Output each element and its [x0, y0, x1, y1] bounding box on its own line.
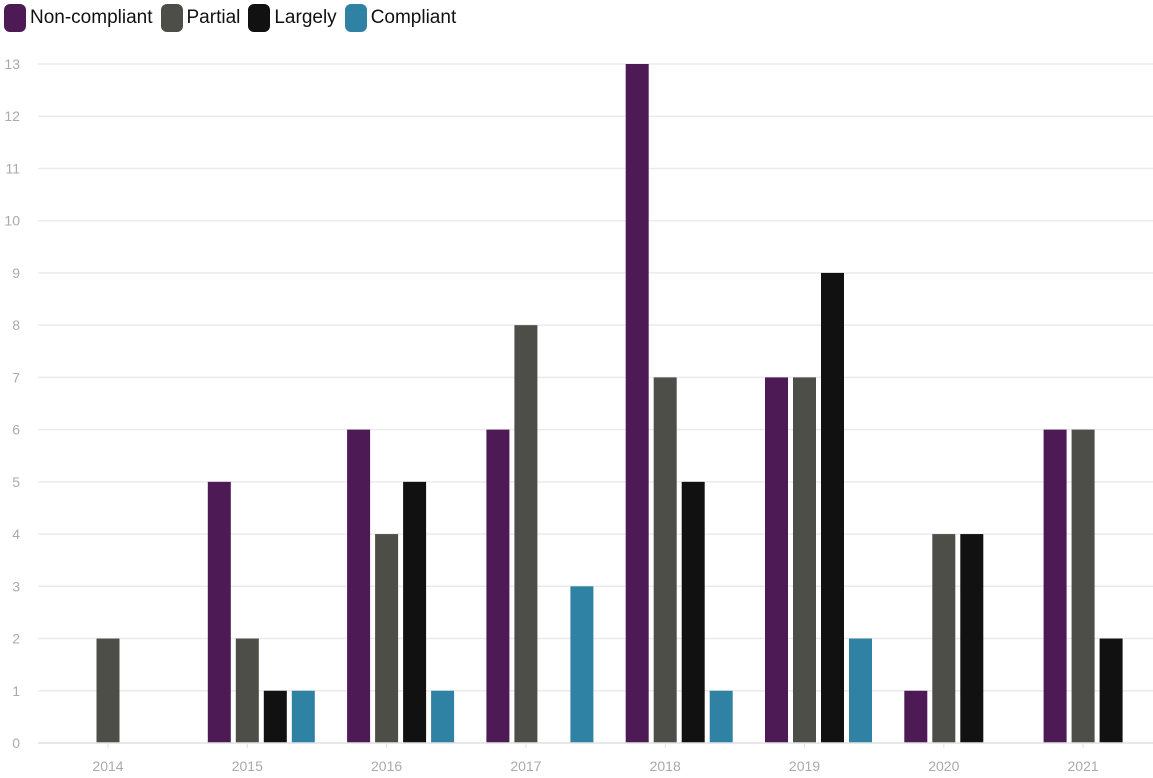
y-tick-label: 5	[12, 474, 20, 490]
bar-partial-2020[interactable]	[932, 534, 956, 743]
bar-non-compliant-2015[interactable]	[207, 481, 231, 743]
y-tick-label: 11	[5, 160, 20, 176]
bar-compliant-2017[interactable]	[570, 586, 594, 743]
y-tick-label: 3	[12, 578, 20, 594]
bar-compliant-2018[interactable]	[709, 690, 733, 743]
legend: Non-compliant Partial Largely Compliant	[4, 4, 464, 32]
legend-item-largely[interactable]: Largely	[248, 4, 337, 32]
y-tick-label: 10	[4, 213, 20, 229]
legend-label-partial: Partial	[186, 7, 241, 28]
bar-largely-2019[interactable]	[821, 272, 844, 743]
bar-compliant-2016[interactable]	[431, 690, 455, 743]
bar-largely-2020[interactable]	[960, 534, 984, 743]
legend-item-non-compliant[interactable]: Non-compliant	[4, 4, 153, 32]
bar-compliant-2015[interactable]	[291, 690, 315, 743]
bar-largely-2021[interactable]	[1099, 638, 1123, 743]
legend-swatch-non-compliant	[4, 4, 26, 32]
x-tick-label: 2017	[510, 758, 541, 774]
x-tick-label: 2020	[928, 758, 959, 774]
y-tick-label: 9	[12, 265, 20, 281]
bar-largely-2016[interactable]	[403, 481, 427, 743]
y-tick-label: 2	[12, 631, 20, 647]
bar-largely-2015[interactable]	[263, 690, 287, 743]
x-tick-label: 2019	[789, 758, 820, 774]
legend-swatch-compliant	[344, 4, 367, 32]
x-tick-label: 2014	[92, 758, 123, 774]
legend-swatch-partial	[160, 4, 183, 32]
bar-non-compliant-2017[interactable]	[486, 429, 510, 743]
x-tick-label: 2016	[371, 758, 402, 774]
y-tick-label: 4	[12, 526, 20, 542]
legend-label-largely: Largely	[274, 7, 337, 28]
bar-partial-2018[interactable]	[653, 377, 677, 743]
bar-non-compliant-2016[interactable]	[347, 429, 371, 743]
bar-non-compliant-2018[interactable]	[625, 64, 649, 743]
bar-partial-2021[interactable]	[1071, 429, 1095, 743]
y-tick-label: 1	[12, 683, 20, 699]
legend-swatch-largely	[248, 4, 271, 32]
x-tick-label: 2021	[1068, 758, 1099, 774]
legend-item-partial[interactable]: Partial	[160, 4, 241, 32]
bar-partial-2019[interactable]	[793, 377, 816, 743]
bar-non-compliant-2021[interactable]	[1043, 429, 1067, 743]
bar-largely-2018[interactable]	[681, 481, 705, 743]
x-tick-label: 2015	[232, 758, 263, 774]
x-tick-label: 2018	[650, 758, 681, 774]
bar-non-compliant-2020[interactable]	[904, 690, 928, 743]
y-tick-label: 12	[4, 108, 20, 124]
bar-partial-2017[interactable]	[514, 325, 538, 743]
bar-partial-2016[interactable]	[375, 534, 399, 743]
legend-label-compliant: Compliant	[370, 7, 457, 28]
y-tick-label: 13	[4, 56, 20, 72]
legend-item-compliant[interactable]: Compliant	[344, 4, 457, 32]
y-tick-label: 0	[12, 735, 20, 751]
bar-partial-2014[interactable]	[96, 638, 120, 743]
y-tick-label: 6	[12, 422, 20, 438]
y-tick-label: 8	[12, 317, 20, 333]
y-tick-label: 7	[12, 369, 20, 385]
bar-partial-2015[interactable]	[235, 638, 259, 743]
legend-label-non-compliant: Non-compliant	[30, 7, 153, 28]
bar-non-compliant-2019[interactable]	[765, 377, 788, 743]
bar-compliant-2019[interactable]	[849, 638, 872, 743]
